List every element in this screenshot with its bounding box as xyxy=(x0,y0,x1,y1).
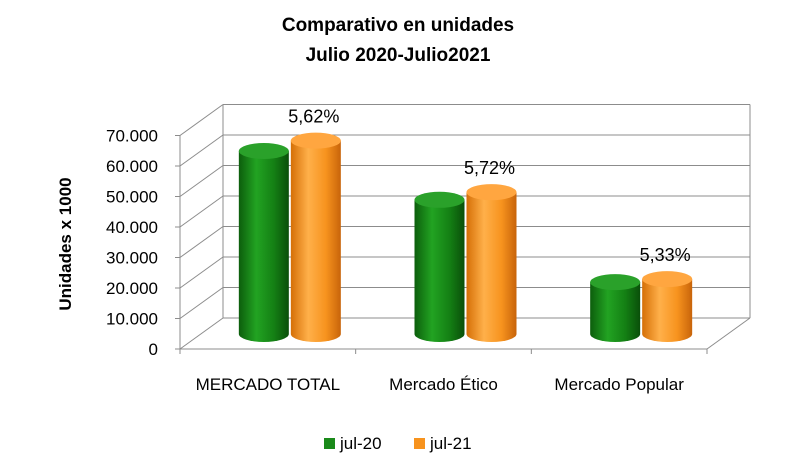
y-axis-label: Unidades x 1000 xyxy=(56,177,75,310)
axis-layer xyxy=(175,135,708,354)
bar-body xyxy=(414,199,465,342)
legend-label-jul-21: jul-21 xyxy=(429,434,472,453)
bar-top xyxy=(238,143,289,159)
bars xyxy=(238,132,693,342)
bar-body xyxy=(642,279,693,342)
side-gridline xyxy=(179,317,224,350)
side-gridline xyxy=(179,134,224,167)
category-label: Mercado Popular xyxy=(554,375,684,394)
bar-top xyxy=(466,184,517,201)
chart-title: Comparativo en unidades xyxy=(282,15,514,36)
side-gridline xyxy=(179,226,224,258)
y-tick-label: 0 xyxy=(149,340,158,359)
legend: jul-20 jul-21 xyxy=(324,434,472,453)
data-label: 5,62% xyxy=(288,107,339,127)
side-gridline xyxy=(179,256,224,289)
bar-body xyxy=(466,192,517,342)
category-label: MERCADO TOTAL xyxy=(196,375,341,394)
data-label: 5,33% xyxy=(640,245,691,265)
bar-body xyxy=(590,282,641,342)
bar-jul-21-1 xyxy=(466,184,517,342)
category-labels: MERCADO TOTAL Mercado Ético Mercado Popula… xyxy=(196,375,685,394)
bar-body xyxy=(290,140,341,342)
legend-swatch-jul-21 xyxy=(414,438,425,449)
bar-jul-21-0 xyxy=(290,132,341,342)
bar-jul-20-0 xyxy=(238,143,289,342)
side-gridline xyxy=(179,104,224,136)
data-label: 5,72% xyxy=(464,158,515,178)
bar-top xyxy=(290,132,341,149)
bar-jul-20-2 xyxy=(590,274,641,342)
y-tick-label: 70.000 xyxy=(106,127,158,146)
legend-label-jul-20: jul-20 xyxy=(339,434,382,453)
floor-right-edge xyxy=(706,317,751,350)
chart-subtitle: Julio 2020-Julio2021 xyxy=(306,45,491,66)
bar-body xyxy=(238,151,289,342)
side-gridline xyxy=(179,165,224,197)
bar-top xyxy=(414,191,465,208)
data-labels: 5,62% 5,72% 5,33% xyxy=(288,107,690,265)
y-tick-label: 50.000 xyxy=(106,188,158,207)
y-tick-label: 20.000 xyxy=(106,279,158,298)
category-label: Mercado Ético xyxy=(389,375,498,394)
side-gridline xyxy=(179,287,224,319)
bar-jul-21-2 xyxy=(642,271,693,342)
y-tick-label: 40.000 xyxy=(106,218,158,237)
y-tick-label: 10.000 xyxy=(106,310,158,329)
side-gridline xyxy=(179,195,224,228)
bar-jul-20-1 xyxy=(414,191,465,342)
bar-top xyxy=(590,274,641,291)
legend-swatch-jul-20 xyxy=(324,438,335,449)
y-tick-label: 60.000 xyxy=(106,157,158,176)
y-tick-labels: 0 10.000 20.000 30.000 40.000 50.000 60.000 70.… xyxy=(106,127,158,360)
bar-top xyxy=(642,271,693,288)
y-tick-label: 30.000 xyxy=(106,249,158,268)
